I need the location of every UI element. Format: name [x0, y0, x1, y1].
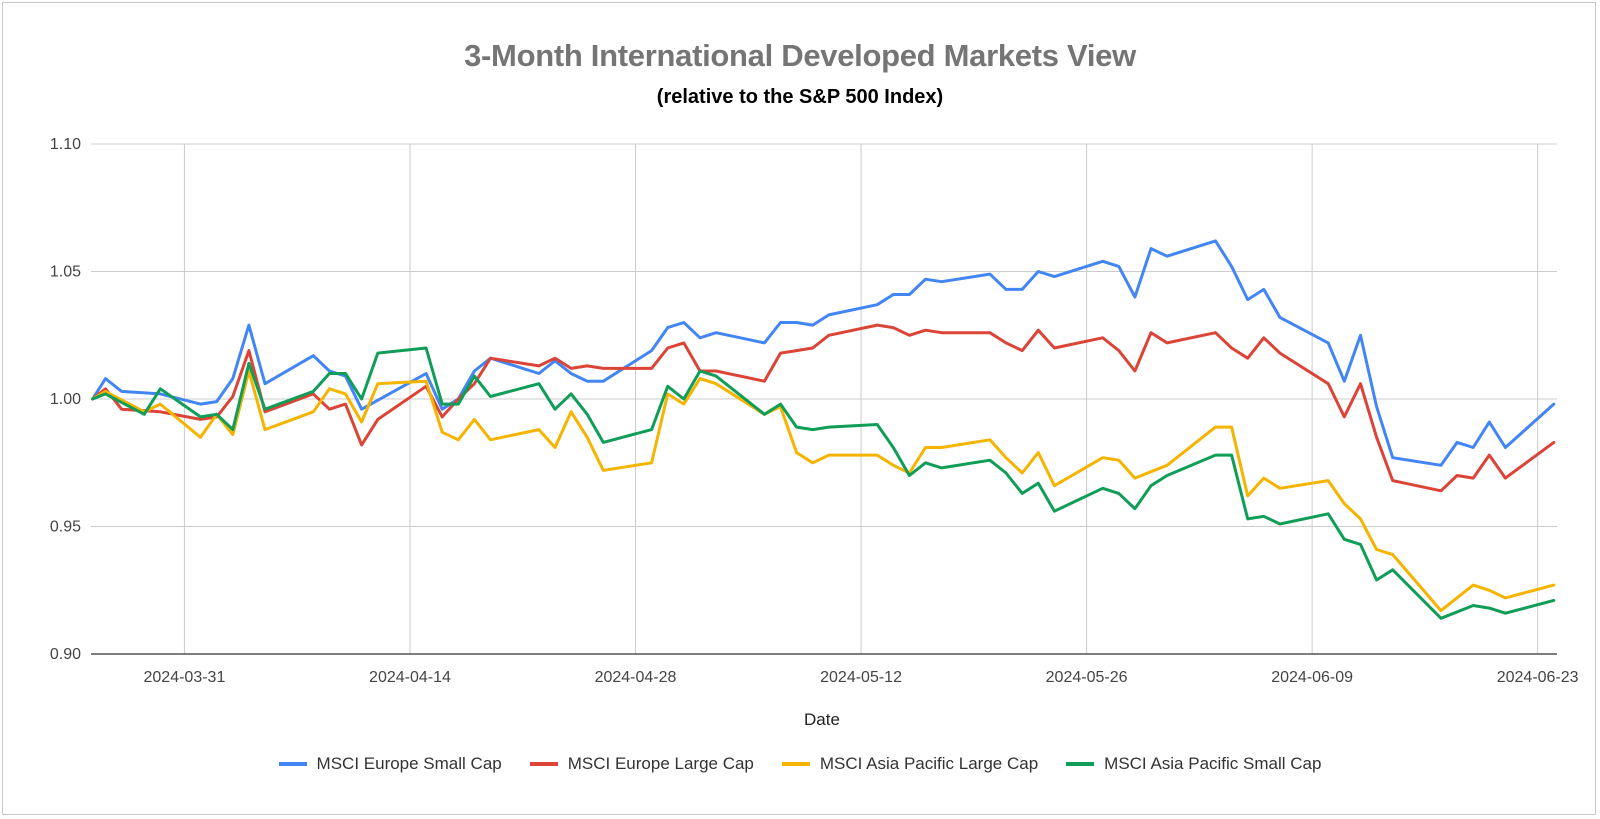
legend-item: MSCI Europe Large Cap	[529, 754, 754, 774]
y-tick-label: 1.05	[50, 264, 81, 281]
legend-item: MSCI Europe Small Cap	[278, 754, 502, 774]
x-axis-label: Date	[804, 710, 840, 729]
x-tick-label: 2024-03-31	[144, 669, 226, 686]
x-tick-label: 2024-05-12	[820, 669, 902, 686]
legend-label: MSCI Asia Pacific Large Cap	[819, 754, 1039, 773]
series-line-msci-europe-small-cap	[91, 239, 1556, 467]
legend-label: MSCI Europe Small Cap	[316, 754, 502, 773]
chart-subtitle: (relative to the S&P 500 Index)	[656, 86, 944, 108]
x-tick-label: 2024-05-26	[1046, 669, 1128, 686]
legend: MSCI Europe Small Cap MSCI Europe Large C…	[0, 754, 1600, 774]
y-tick-label: 1.10	[50, 136, 81, 153]
x-tick-label: 2024-04-28	[595, 669, 677, 686]
legend-label: MSCI Asia Pacific Small Cap	[1104, 754, 1322, 773]
series-lines	[91, 239, 1556, 620]
legend-swatch	[781, 762, 810, 766]
legend-swatch	[278, 762, 307, 766]
legend-item: MSCI Asia Pacific Small Cap	[1066, 754, 1321, 774]
axes: 0.90 0.95 1.00 1.05 1.10 2024-03-31 2024-04-14…	[50, 136, 1579, 686]
x-tick-label: 2024-06-09	[1271, 669, 1353, 686]
y-tick-label: 1.00	[50, 391, 81, 408]
y-tick-label: 0.90	[50, 646, 81, 663]
x-tick-label: 2024-04-14	[369, 669, 451, 686]
chart-title: 3-Month International Developed Markets …	[464, 38, 1136, 73]
legend-item: MSCI Asia Pacific Large Cap	[781, 754, 1039, 774]
y-tick-label: 0.95	[50, 519, 81, 536]
legend-swatch	[529, 762, 558, 766]
series-line-msci-asia-pacific-large-cap	[91, 369, 1556, 613]
x-tick-label: 2024-06-23	[1497, 669, 1579, 686]
series-line-msci-asia-pacific-small-cap	[91, 346, 1556, 620]
series-line-msci-europe-large-cap	[91, 323, 1556, 493]
legend-swatch	[1066, 762, 1095, 766]
legend-label: MSCI Europe Large Cap	[567, 754, 754, 773]
